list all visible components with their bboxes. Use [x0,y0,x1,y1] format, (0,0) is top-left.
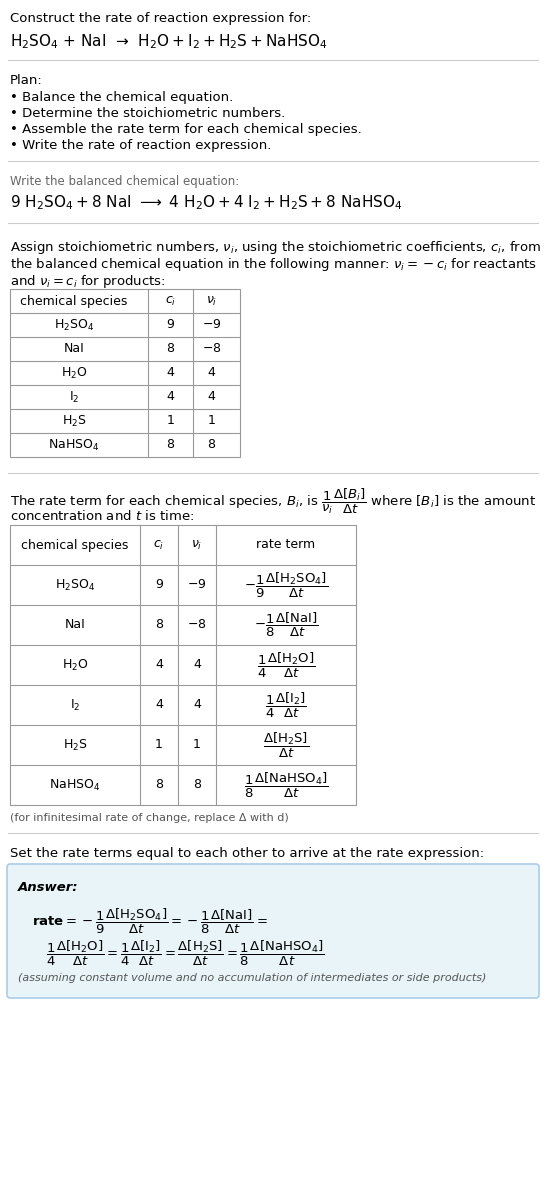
Text: $\mathregular{H_2O}$: $\mathregular{H_2O}$ [62,657,88,673]
Text: 8: 8 [167,439,175,452]
Text: (assuming constant volume and no accumulation of intermediates or side products): (assuming constant volume and no accumul… [18,972,486,983]
Text: $\mathregular{I_2}$: $\mathregular{I_2}$ [70,697,80,713]
Text: 1: 1 [193,738,201,751]
Text: • Assemble the rate term for each chemical species.: • Assemble the rate term for each chemic… [10,123,362,136]
Text: 1: 1 [207,415,216,428]
Text: $\dfrac{1}{4}\dfrac{\Delta[\mathregular{H_2O}]}{\Delta t}= \dfrac{1}{4}\dfrac{\D: $\dfrac{1}{4}\dfrac{\Delta[\mathregular{… [46,939,324,969]
Text: chemical species: chemical species [21,538,129,552]
Text: NaI: NaI [64,343,85,356]
Text: $\mathregular{NaHSO_4}$: $\mathregular{NaHSO_4}$ [49,778,100,792]
Text: $\nu_i$: $\nu_i$ [191,538,203,552]
Text: 8: 8 [155,779,163,791]
Text: Construct the rate of reaction expression for:: Construct the rate of reaction expressio… [10,12,311,25]
Bar [10,288,240,457]
Text: $\dfrac{1}{4}\dfrac{\Delta[\mathregular{I_2}]}{\Delta t}$: $\dfrac{1}{4}\dfrac{\Delta[\mathregular{… [265,690,307,720]
Text: $-9$: $-9$ [202,319,221,332]
Text: 9: 9 [167,319,174,332]
Text: $\mathbf{rate} = -\dfrac{1}{9}\dfrac{\Delta[\mathregular{H_2SO_4}]}{\Delta t}= -: $\mathbf{rate} = -\dfrac{1}{9}\dfrac{\De… [32,908,268,936]
Text: $c_i$: $c_i$ [165,294,176,308]
Text: 1: 1 [167,415,174,428]
Text: $\dfrac{\Delta[\mathregular{H_2S}]}{\Delta t}$: $\dfrac{\Delta[\mathregular{H_2S}]}{\Del… [263,731,309,760]
Text: Set the rate terms equal to each other to arrive at the rate expression:: Set the rate terms equal to each other t… [10,847,484,859]
Text: $-\dfrac{1}{8}\dfrac{\Delta[\mathregular{NaI}]}{\Delta t}$: $-\dfrac{1}{8}\dfrac{\Delta[\mathregular… [254,611,318,639]
Text: $\mathregular{NaHSO_4}$: $\mathregular{NaHSO_4}$ [49,438,100,452]
Text: 8: 8 [193,779,201,791]
Text: Answer:: Answer: [18,881,79,894]
Text: 4: 4 [193,659,201,672]
Text: 4: 4 [167,367,174,380]
Text: the balanced chemical equation in the following manner: $\nu_i = -c_i$ for react: the balanced chemical equation in the fo… [10,256,537,273]
Text: 8: 8 [155,619,163,631]
Text: 4: 4 [207,367,216,380]
Text: $-8$: $-8$ [187,619,207,631]
Text: $\mathregular{I_2}$: $\mathregular{I_2}$ [69,389,79,405]
Bar [10,525,356,805]
Text: $\mathregular{H_2S}$: $\mathregular{H_2S}$ [63,738,87,752]
FancyBboxPatch shape [7,864,539,998]
Text: $\nu_i$: $\nu_i$ [206,294,217,308]
Text: 4: 4 [193,698,201,712]
Text: Write the balanced chemical equation:: Write the balanced chemical equation: [10,175,239,188]
Text: Assign stoichiometric numbers, $\nu_i$, using the stoichiometric coefficients, $: Assign stoichiometric numbers, $\nu_i$, … [10,239,541,256]
Text: • Write the rate of reaction expression.: • Write the rate of reaction expression. [10,139,271,151]
Text: The rate term for each chemical species, $B_i$, is $\dfrac{1}{\nu_i}\dfrac{\Delt: The rate term for each chemical species,… [10,487,536,517]
Text: $\dfrac{1}{4}\dfrac{\Delta[\mathregular{H_2O}]}{\Delta t}$: $\dfrac{1}{4}\dfrac{\Delta[\mathregular{… [257,650,315,679]
Text: $c_i$: $c_i$ [153,538,165,552]
Text: 9: 9 [155,578,163,591]
Text: rate term: rate term [257,538,316,552]
Text: 8: 8 [167,343,175,356]
Text: and $\nu_i = c_i$ for products:: and $\nu_i = c_i$ for products: [10,273,165,290]
Text: $\mathregular{9\ H_2SO_4 + 8\ NaI\ \longrightarrow\ 4\ H_2O + 4\ I_2 + H_2S + 8\: $\mathregular{9\ H_2SO_4 + 8\ NaI\ \long… [10,194,402,212]
Text: chemical species: chemical species [20,294,128,308]
Text: $-\dfrac{1}{9}\dfrac{\Delta[\mathregular{H_2SO_4}]}{\Delta t}$: $-\dfrac{1}{9}\dfrac{\Delta[\mathregular… [244,571,328,600]
Text: • Determine the stoichiometric numbers.: • Determine the stoichiometric numbers. [10,107,285,120]
Text: 4: 4 [167,391,174,404]
Text: $-9$: $-9$ [187,578,207,591]
Text: $\mathregular{H_2SO_4}$: $\mathregular{H_2SO_4}$ [54,317,94,333]
Text: • Balance the chemical equation.: • Balance the chemical equation. [10,91,233,105]
Text: $\mathregular{H_2SO_4}$ + NaI  →  $\mathregular{H_2O + I_2 + H_2S + NaHSO_4}$: $\mathregular{H_2SO_4}$ + NaI → $\mathre… [10,32,328,50]
Text: 1: 1 [155,738,163,751]
Text: Plan:: Plan: [10,75,43,87]
Text: 8: 8 [207,439,216,452]
Text: 4: 4 [155,698,163,712]
Text: concentration and $t$ is time:: concentration and $t$ is time: [10,508,194,523]
Text: $\mathregular{H_2SO_4}$: $\mathregular{H_2SO_4}$ [55,577,95,593]
Text: 4: 4 [207,391,216,404]
Text: (for infinitesimal rate of change, replace Δ with d): (for infinitesimal rate of change, repla… [10,813,289,823]
Text: 4: 4 [155,659,163,672]
Text: $\mathregular{H_2S}$: $\mathregular{H_2S}$ [62,413,86,429]
Text: $\mathregular{H_2O}$: $\mathregular{H_2O}$ [61,365,87,381]
Text: $-8$: $-8$ [201,343,221,356]
Text: $\dfrac{1}{8}\dfrac{\Delta[\mathregular{NaHSO_4}]}{\Delta t}$: $\dfrac{1}{8}\dfrac{\Delta[\mathregular{… [244,770,328,799]
Text: NaI: NaI [64,619,85,631]
